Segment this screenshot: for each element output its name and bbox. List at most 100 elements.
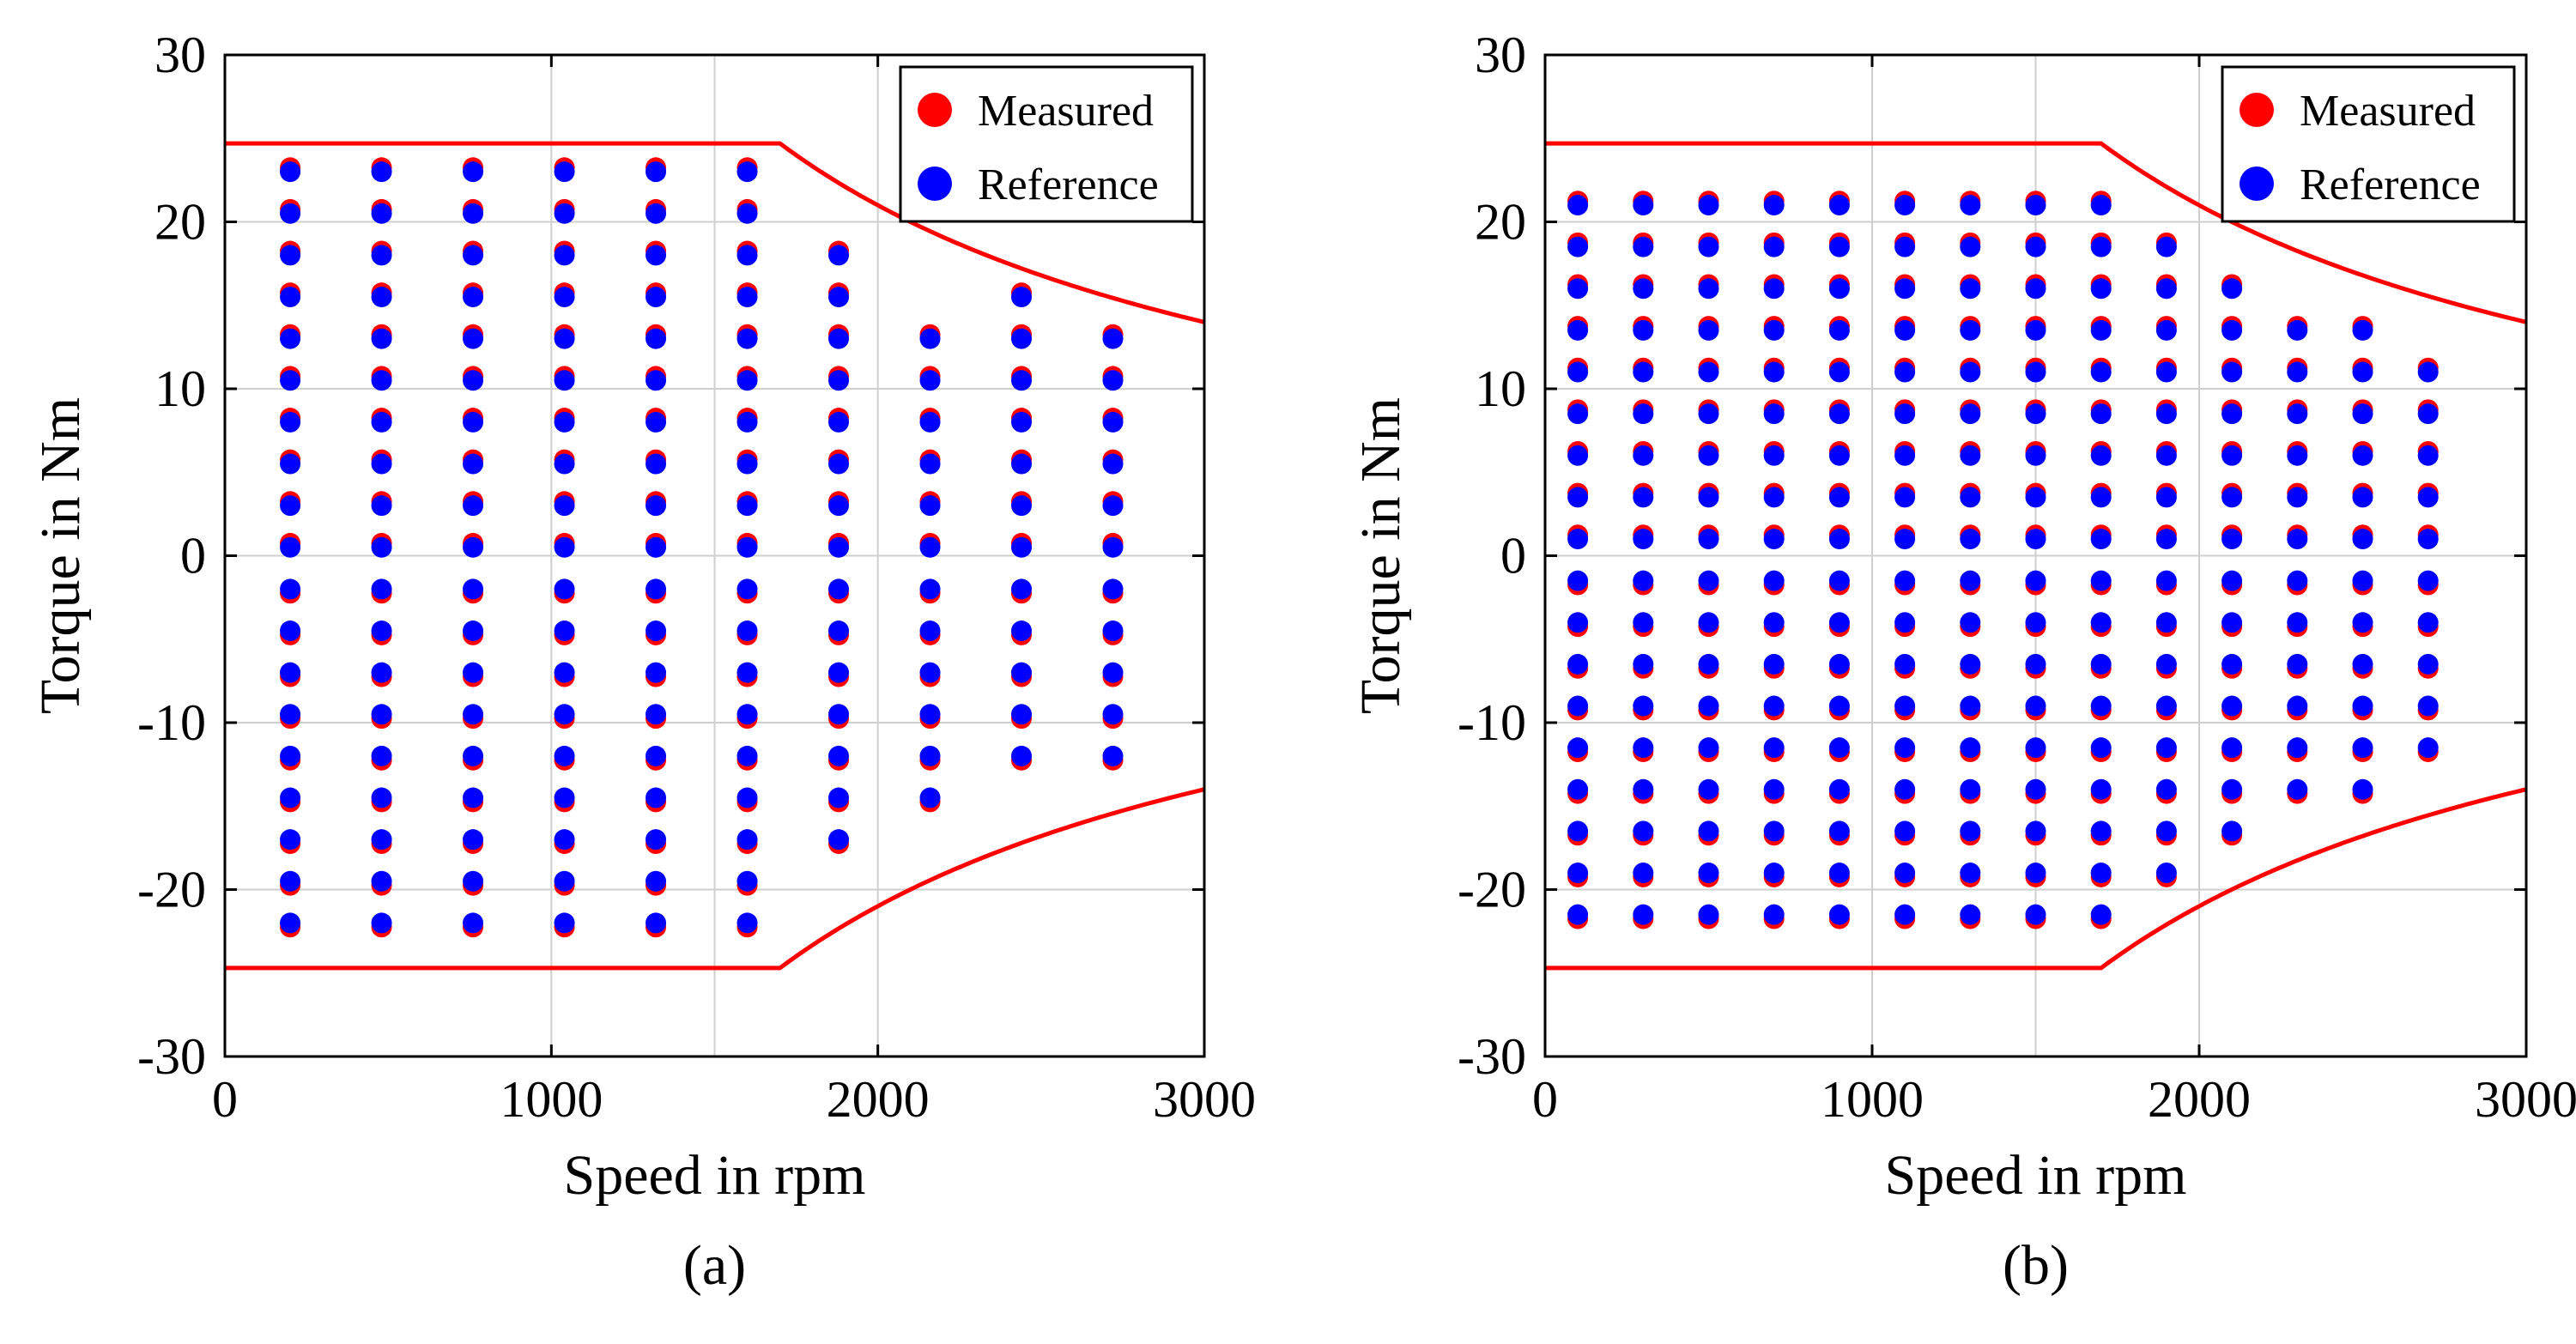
point-reference bbox=[1102, 704, 1124, 725]
point-reference bbox=[2090, 612, 2112, 633]
point-reference bbox=[371, 662, 392, 683]
y-tick-label: -20 bbox=[1458, 862, 1526, 918]
point-reference bbox=[2025, 195, 2046, 216]
point-reference bbox=[736, 203, 758, 224]
y-axis-label: Torque in Nm bbox=[29, 397, 92, 714]
point-reference bbox=[2287, 403, 2308, 425]
point-reference bbox=[1828, 195, 1850, 216]
point-reference bbox=[1828, 403, 1850, 425]
point-reference bbox=[1960, 278, 1981, 300]
point-reference bbox=[1894, 361, 1916, 383]
point-reference bbox=[1633, 445, 1654, 466]
limit-curve-upper bbox=[1545, 141, 2527, 324]
point-reference bbox=[1894, 278, 1916, 300]
point-reference bbox=[1763, 319, 1785, 341]
legend-box bbox=[2221, 65, 2516, 223]
point-reference bbox=[1633, 236, 1654, 257]
point-reference bbox=[2025, 319, 2046, 341]
point-reference bbox=[2090, 695, 2112, 717]
point-reference bbox=[280, 161, 301, 183]
point-reference bbox=[1828, 570, 1850, 591]
legend-label-reference: Reference bbox=[2300, 160, 2481, 209]
point-reference bbox=[1763, 361, 1785, 383]
point-reference bbox=[2417, 487, 2439, 508]
legend-marker-reference bbox=[2240, 166, 2274, 201]
point-reference bbox=[554, 328, 575, 349]
point-reference bbox=[2025, 904, 2046, 925]
point-reference bbox=[1894, 236, 1916, 257]
point-reference bbox=[736, 662, 758, 683]
point-reference bbox=[646, 536, 667, 558]
point-reference bbox=[736, 453, 758, 475]
point-reference bbox=[919, 621, 941, 642]
point-reference bbox=[280, 621, 301, 642]
point-reference bbox=[2155, 570, 2177, 591]
point-reference bbox=[736, 328, 758, 349]
point-reference bbox=[1763, 529, 1785, 550]
point-reference bbox=[919, 787, 941, 808]
point-reference bbox=[2155, 737, 2177, 759]
point-reference bbox=[280, 370, 301, 391]
point-reference bbox=[736, 578, 758, 600]
x-tick-label: 1000 bbox=[500, 1071, 603, 1128]
point-reference bbox=[1633, 612, 1654, 633]
panel-caption: (b) bbox=[2003, 1234, 2069, 1297]
point-reference bbox=[1102, 621, 1124, 642]
point-reference bbox=[828, 370, 850, 391]
point-reference bbox=[280, 411, 301, 433]
point-reference bbox=[1633, 361, 1654, 383]
point-reference bbox=[280, 495, 301, 517]
point-reference bbox=[554, 704, 575, 725]
limit-curve-upper bbox=[225, 141, 1205, 324]
point-reference bbox=[2025, 737, 2046, 759]
point-reference bbox=[463, 245, 484, 266]
point-reference bbox=[280, 912, 301, 934]
point-reference bbox=[828, 245, 850, 266]
point-reference bbox=[371, 161, 392, 183]
x-tick-label: 0 bbox=[1532, 1071, 1558, 1128]
point-reference bbox=[1698, 695, 1719, 717]
point-reference bbox=[1102, 745, 1124, 766]
point-reference bbox=[1828, 778, 1850, 800]
point-reference bbox=[1567, 278, 1589, 300]
point-reference bbox=[1698, 904, 1719, 925]
point-reference bbox=[919, 745, 941, 766]
point-reference bbox=[1894, 319, 1916, 341]
point-reference bbox=[1698, 445, 1719, 466]
point-reference bbox=[1960, 695, 1981, 717]
point-reference bbox=[1567, 403, 1589, 425]
point-reference bbox=[1960, 653, 1981, 675]
point-reference bbox=[736, 287, 758, 308]
point-reference bbox=[2352, 487, 2373, 508]
point-reference bbox=[280, 287, 301, 308]
point-reference bbox=[2221, 695, 2243, 717]
point-reference bbox=[1960, 403, 1981, 425]
point-reference bbox=[1960, 236, 1981, 257]
point-reference bbox=[1011, 328, 1033, 349]
point-reference bbox=[280, 787, 301, 808]
point-reference bbox=[646, 745, 667, 766]
point-reference bbox=[2417, 695, 2439, 717]
point-reference bbox=[2352, 695, 2373, 717]
x-tick-label: 3000 bbox=[2475, 1071, 2576, 1128]
point-reference bbox=[463, 536, 484, 558]
point-reference bbox=[280, 328, 301, 349]
point-reference bbox=[1894, 487, 1916, 508]
y-tick-label: 20 bbox=[155, 194, 206, 251]
point-reference bbox=[919, 536, 941, 558]
point-reference bbox=[2221, 361, 2243, 383]
point-reference bbox=[2221, 778, 2243, 800]
point-reference bbox=[1763, 778, 1785, 800]
point-reference bbox=[736, 787, 758, 808]
point-reference bbox=[1698, 820, 1719, 842]
point-reference bbox=[1698, 653, 1719, 675]
point-reference bbox=[2155, 695, 2177, 717]
point-reference bbox=[1894, 778, 1916, 800]
point-reference bbox=[2090, 278, 2112, 300]
point-reference bbox=[2090, 403, 2112, 425]
point-reference bbox=[646, 704, 667, 725]
point-reference bbox=[646, 411, 667, 433]
point-reference bbox=[828, 745, 850, 766]
point-reference bbox=[919, 370, 941, 391]
point-reference bbox=[1567, 570, 1589, 591]
